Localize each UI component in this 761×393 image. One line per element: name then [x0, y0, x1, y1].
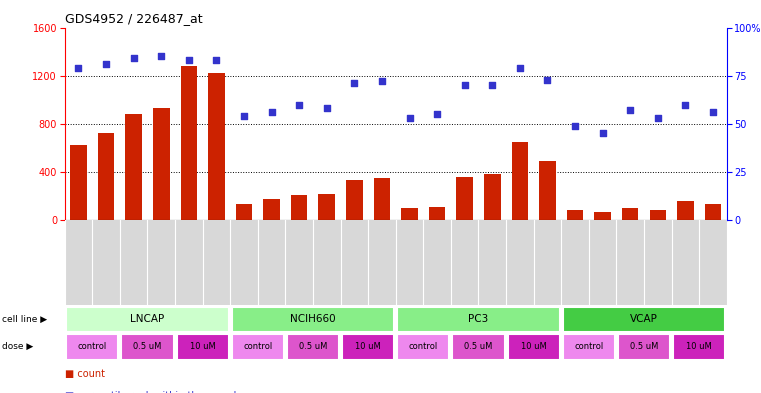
Text: control: control — [409, 342, 438, 351]
Bar — [677, 201, 694, 220]
Bar — [97, 133, 114, 220]
Text: ■ percentile rank within the sample: ■ percentile rank within the sample — [65, 391, 242, 393]
Point — [597, 130, 609, 136]
Point — [155, 53, 167, 59]
Point — [541, 76, 553, 83]
Bar — [236, 204, 252, 220]
Text: control: control — [575, 342, 603, 351]
Text: PC3: PC3 — [468, 314, 489, 324]
Text: 10 uM: 10 uM — [189, 342, 215, 351]
Point — [238, 113, 250, 119]
Point — [266, 109, 278, 116]
Text: VCAP: VCAP — [630, 314, 658, 324]
Point — [680, 101, 692, 108]
Text: 10 uM: 10 uM — [686, 342, 712, 351]
Text: LNCAP: LNCAP — [130, 314, 164, 324]
Bar — [649, 211, 666, 220]
Bar — [539, 161, 556, 220]
Bar — [209, 73, 224, 220]
Bar — [318, 194, 335, 220]
Bar — [70, 145, 87, 220]
Text: control: control — [244, 342, 272, 351]
Bar — [291, 195, 307, 220]
Bar — [429, 207, 445, 220]
Point — [376, 78, 388, 84]
Text: NCIH660: NCIH660 — [290, 314, 336, 324]
Text: 0.5 uM: 0.5 uM — [630, 342, 658, 351]
Text: 0.5 uM: 0.5 uM — [299, 342, 327, 351]
Point — [569, 123, 581, 129]
Point — [431, 111, 443, 117]
Text: control: control — [78, 342, 107, 351]
Point — [651, 115, 664, 121]
Point — [128, 55, 140, 61]
Text: ■ count: ■ count — [65, 369, 105, 379]
Bar — [484, 174, 501, 220]
Point — [320, 105, 333, 112]
Point — [183, 57, 195, 63]
Point — [486, 82, 498, 88]
Bar — [374, 178, 390, 220]
Point — [514, 65, 526, 71]
Bar — [705, 204, 721, 220]
Bar — [567, 211, 584, 220]
Text: 10 uM: 10 uM — [521, 342, 546, 351]
Point — [403, 115, 416, 121]
Text: 10 uM: 10 uM — [355, 342, 381, 351]
Bar — [263, 199, 280, 220]
Text: cell line ▶: cell line ▶ — [2, 315, 46, 324]
Bar — [180, 66, 197, 220]
Point — [459, 82, 471, 88]
Text: dose ▶: dose ▶ — [2, 342, 33, 351]
Bar — [511, 142, 528, 220]
Point — [707, 109, 719, 116]
Point — [624, 107, 636, 114]
Point — [100, 61, 112, 67]
Bar — [346, 180, 362, 220]
Point — [349, 80, 361, 86]
Bar — [153, 108, 170, 220]
Point — [293, 101, 305, 108]
Bar — [401, 208, 418, 220]
Bar — [457, 177, 473, 220]
Text: 0.5 uM: 0.5 uM — [133, 342, 161, 351]
Point — [72, 65, 84, 71]
Bar — [594, 212, 611, 220]
Point — [210, 57, 222, 63]
Bar — [126, 114, 142, 220]
Text: 0.5 uM: 0.5 uM — [464, 342, 492, 351]
Bar — [622, 208, 638, 220]
Text: GDS4952 / 226487_at: GDS4952 / 226487_at — [65, 12, 202, 25]
